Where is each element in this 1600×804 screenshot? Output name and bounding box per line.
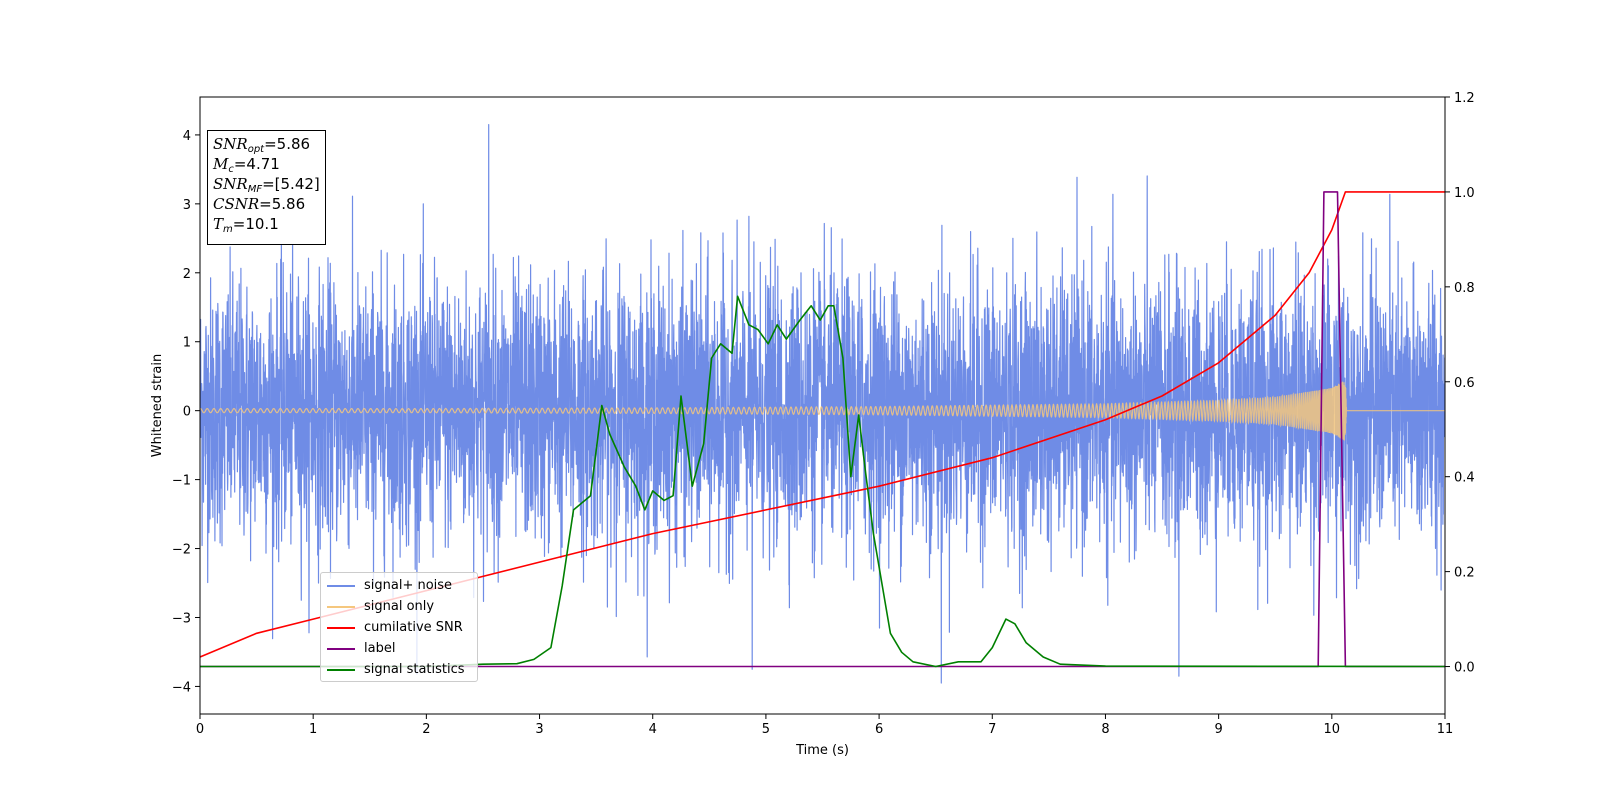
series-signal-noise — [200, 123, 1445, 684]
x-tick-label: 9 — [1214, 722, 1222, 737]
x-tick-label: 11 — [1437, 722, 1454, 737]
annotation-snr-mf: SNRMF=[5.42] — [213, 175, 320, 195]
series-signal-statistics — [200, 295, 1445, 668]
x-tick-label: 8 — [1101, 722, 1109, 737]
x-tick-label: 3 — [535, 722, 543, 737]
legend-item-signal-statistics: signal statistics — [327, 659, 477, 680]
legend-item-cumulative-snr: cumilative SNR — [327, 617, 477, 638]
y2-tick-label: 0.0 — [1454, 661, 1475, 676]
y2-tick-label: 0.8 — [1454, 281, 1475, 296]
y-tick-label: 3 — [183, 198, 191, 213]
legend-label-signal-statistics: signal statistics — [364, 662, 465, 677]
legend-swatch-cumulative-snr — [327, 626, 355, 629]
legend-label-signal-only: signal only — [364, 599, 435, 614]
legend-swatch-signal-only — [327, 605, 355, 608]
y-tick-label: 2 — [183, 267, 191, 282]
legend-swatch-label — [327, 647, 355, 650]
y2-tick-label: 1.2 — [1454, 91, 1475, 106]
y-tick-label: 1 — [183, 336, 191, 351]
series-signal-only — [200, 381, 1445, 441]
annotation-mc: Mc=4.71 — [213, 155, 280, 175]
y2-tick-label: 1.0 — [1454, 186, 1475, 201]
legend-item-signal-noise: signal+ noise — [327, 575, 477, 596]
legend-swatch-signal-statistics — [327, 668, 355, 671]
y-tick-label: 0 — [183, 405, 191, 420]
plot-frame — [199, 96, 1446, 715]
stats-annotation-box: SNRopt=5.86 Mc=4.71 SNRMF=[5.42] CSNR=5.… — [207, 130, 326, 245]
legend-item-signal-only: signal only — [327, 596, 477, 617]
annotation-snr-opt: SNRopt=5.86 — [213, 135, 311, 155]
legend-item-label: label — [327, 638, 477, 659]
y-tick-label: −2 — [172, 543, 191, 558]
x-axis-label: Time (s) — [795, 743, 849, 758]
legend-label-signal-noise: signal+ noise — [364, 578, 453, 593]
legend-swatch-signal-noise — [327, 584, 355, 587]
x-tick-label: 10 — [1324, 722, 1341, 737]
y2-tick-label: 0.6 — [1454, 376, 1475, 391]
y-tick-label: −4 — [172, 680, 191, 695]
x-tick-label: 1 — [309, 722, 317, 737]
y2-tick-label: 0.2 — [1454, 566, 1475, 581]
annotation-tm: Tm=10.1 — [213, 215, 279, 235]
x-tick-label: 7 — [988, 722, 996, 737]
x-tick-label: 4 — [649, 722, 657, 737]
x-tick-label: 0 — [196, 722, 204, 737]
x-tick-label: 5 — [762, 722, 770, 737]
annotation-csnr: CSNR=5.86 — [213, 195, 306, 213]
y-tick-label: 4 — [183, 129, 191, 144]
y-tick-label: −3 — [172, 611, 191, 626]
legend-label-label: label — [364, 641, 396, 656]
legend-label-cumulative-snr: cumilative SNR — [364, 620, 463, 635]
x-tick-label: 2 — [422, 722, 430, 737]
y-axis-label: Whitened strain — [150, 354, 165, 457]
y2-tick-label: 0.4 — [1454, 471, 1475, 486]
y-tick-label: −1 — [172, 474, 191, 489]
x-tick-label: 6 — [875, 722, 883, 737]
legend: signal+ noise signal only cumilative SNR… — [320, 572, 478, 682]
